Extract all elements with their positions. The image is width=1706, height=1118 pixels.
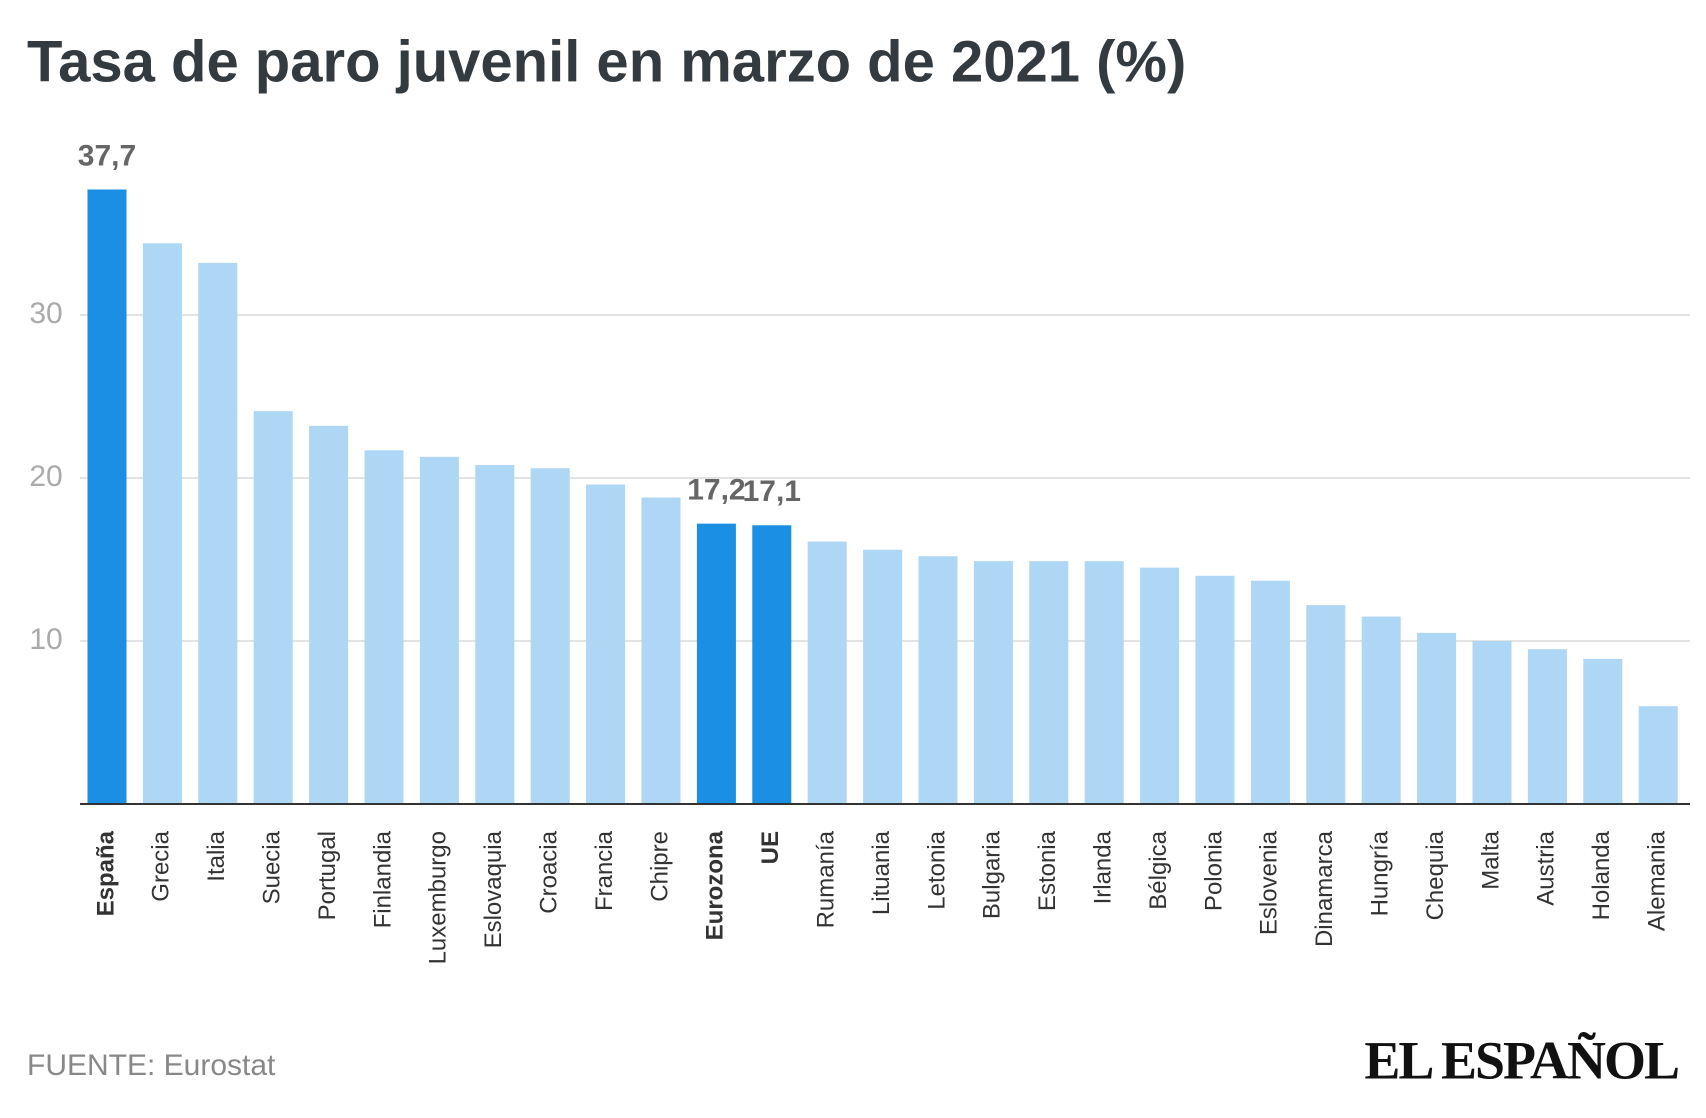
x-tick-label: Austria bbox=[1533, 830, 1560, 905]
value-label: 17,1 bbox=[743, 475, 801, 508]
bar bbox=[475, 464, 515, 804]
source: FUENTE: Eurostat bbox=[27, 1049, 276, 1082]
bar bbox=[1140, 567, 1180, 804]
bar bbox=[1084, 561, 1124, 804]
x-tick-label: Irlanda bbox=[1090, 830, 1117, 904]
x-tick-label: Eslovenia bbox=[1256, 830, 1283, 935]
x-tick-label: Eurozona bbox=[702, 830, 729, 940]
bar bbox=[641, 497, 681, 804]
bar bbox=[1195, 575, 1235, 804]
bar bbox=[364, 450, 404, 804]
x-tick-label: Letonia bbox=[923, 830, 950, 909]
x-tick-label: Alemania bbox=[1644, 830, 1671, 931]
x-tick-label: Hungría bbox=[1367, 830, 1394, 916]
bar bbox=[1583, 658, 1623, 804]
x-tick-label: Rumanía bbox=[813, 830, 840, 928]
bar bbox=[586, 484, 626, 804]
x-tick-label: Malta bbox=[1477, 830, 1504, 889]
value-label: 17,2 bbox=[687, 474, 745, 507]
x-tick-label: Portugal bbox=[314, 831, 341, 920]
bar bbox=[807, 541, 847, 804]
x-tick-label: Eslovaquia bbox=[480, 830, 507, 948]
x-tick-label: Suecia bbox=[259, 830, 286, 904]
x-tick-label: Croacia bbox=[536, 830, 563, 913]
x-tick-label: Francia bbox=[591, 830, 618, 911]
bar bbox=[696, 523, 736, 804]
value-label: 37,7 bbox=[78, 139, 136, 172]
y-tick-label: 10 bbox=[29, 623, 62, 656]
bar bbox=[530, 468, 570, 804]
bar bbox=[1029, 561, 1069, 804]
y-tick-label: 30 bbox=[29, 297, 62, 330]
bar bbox=[309, 425, 349, 804]
bar bbox=[1250, 580, 1290, 804]
bar bbox=[1638, 706, 1678, 804]
x-tick-label: Bulgaria bbox=[979, 830, 1006, 919]
chart-title: Tasa de paro juvenil en marzo de 2021 (%… bbox=[27, 29, 1186, 94]
bar bbox=[752, 525, 792, 804]
bar bbox=[198, 262, 238, 805]
bar bbox=[253, 411, 293, 804]
x-tick-label: Finlandia bbox=[369, 830, 396, 928]
x-tick-label: Chequia bbox=[1422, 830, 1449, 920]
bar bbox=[87, 189, 127, 805]
x-tick-label: Chipre bbox=[646, 831, 673, 902]
bar bbox=[1472, 641, 1512, 804]
x-tick-label: Polonia bbox=[1200, 830, 1227, 911]
x-tick-label: España bbox=[92, 830, 119, 916]
x-tick-label: UE bbox=[757, 831, 784, 864]
bar bbox=[1361, 616, 1401, 804]
bar bbox=[1527, 649, 1567, 804]
x-tick-label: Italia bbox=[203, 830, 230, 881]
x-tick-label: Dinamarca bbox=[1311, 830, 1338, 947]
x-tick-label: Bélgica bbox=[1145, 830, 1172, 909]
bar bbox=[1417, 632, 1457, 804]
bar bbox=[973, 561, 1013, 804]
x-tick-label: Grecia bbox=[148, 830, 175, 901]
x-tick-label: Lituania bbox=[868, 830, 895, 915]
bar bbox=[1306, 605, 1346, 804]
bar bbox=[863, 549, 903, 804]
bar bbox=[419, 456, 459, 804]
bar bbox=[918, 556, 958, 804]
x-tick-label: Holanda bbox=[1588, 830, 1615, 920]
bar bbox=[142, 243, 182, 804]
x-tick-label: Estonia bbox=[1034, 830, 1061, 911]
brand-logo: EL ESPAÑOL bbox=[1364, 1030, 1678, 1090]
x-tick-label: Luxemburgo bbox=[425, 831, 452, 964]
y-tick-label: 20 bbox=[29, 460, 62, 493]
